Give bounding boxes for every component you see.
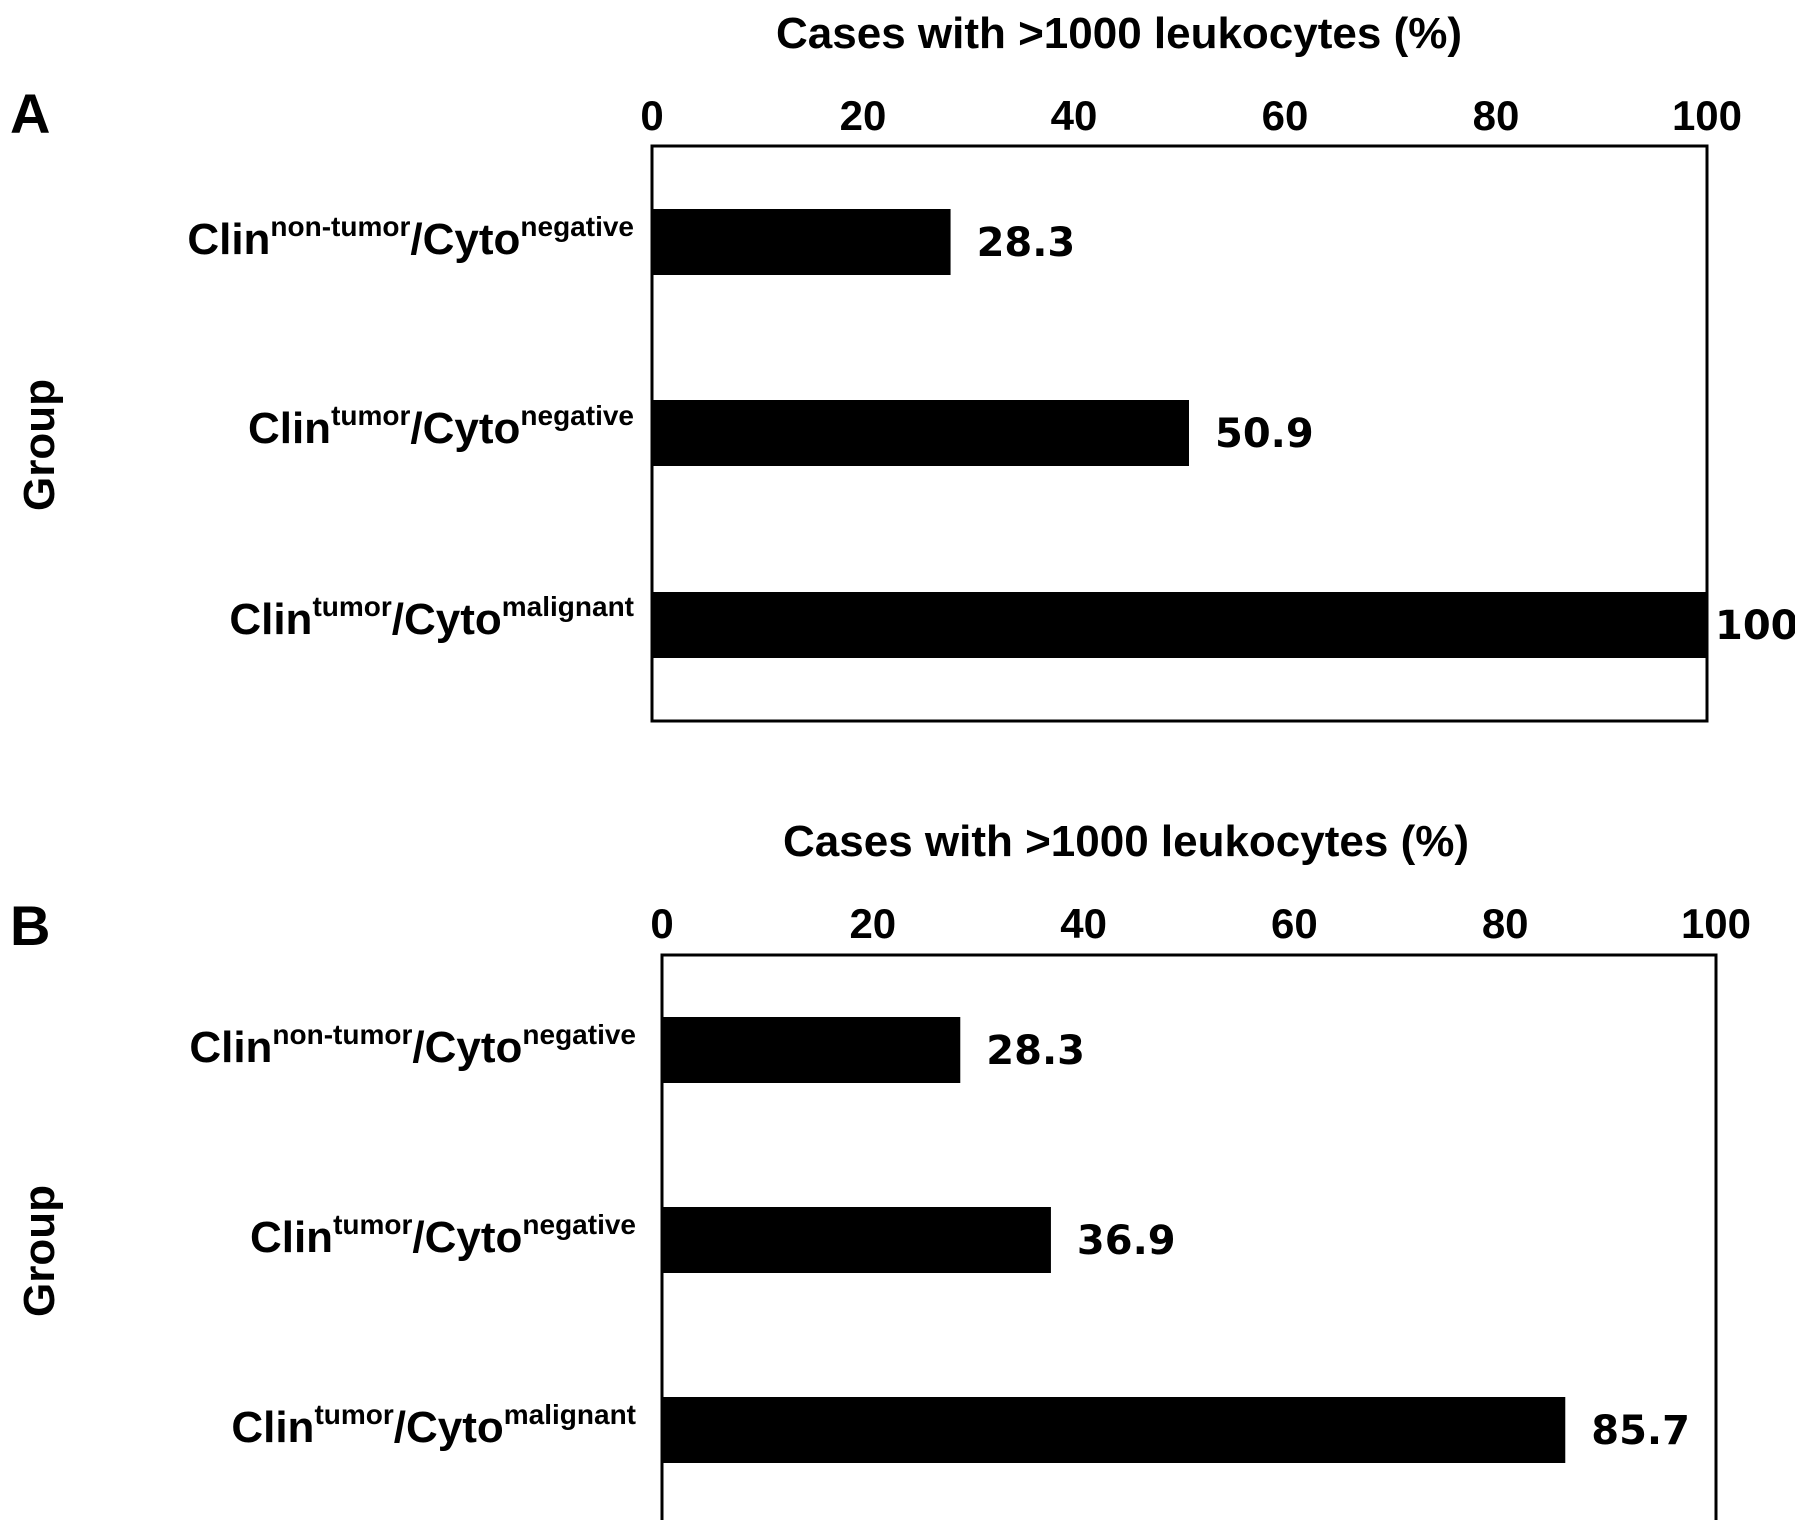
panel-letter-b: B xyxy=(10,894,51,957)
bar-b-1 xyxy=(662,1207,1051,1273)
plot-area-b: 0 20 40 60 80 100 28.3 36.9 85.7 xyxy=(650,900,1751,1520)
category-label-b-1: Clintumor/Cytonegative xyxy=(249,1209,636,1262)
x-axis-title-b: Cases with >1000 leukocytes (%) xyxy=(783,817,1469,866)
panel-letter-a: A xyxy=(10,82,51,145)
x-tick-label-b-1: 20 xyxy=(849,900,896,947)
bar-value-label-b-0: 28.3 xyxy=(986,1028,1085,1074)
bar-a-1 xyxy=(652,400,1189,466)
x-tick-label-a-0: 0 xyxy=(640,92,663,139)
x-tick-label-b-2: 40 xyxy=(1060,900,1107,947)
category-label-a-2: Clintumor/Cytomalignant xyxy=(229,591,634,644)
x-tick-label-b-0: 0 xyxy=(650,900,673,947)
x-tick-label-a-4: 80 xyxy=(1473,92,1520,139)
x-tick-label-a-3: 60 xyxy=(1262,92,1309,139)
x-tick-label-a-1: 20 xyxy=(840,92,887,139)
category-label-a-1: Clintumor/Cytonegative xyxy=(247,400,634,453)
chart-panel-a: A Cases with >1000 leukocytes (%) Group … xyxy=(0,0,1795,760)
x-axis-title-a: Cases with >1000 leukocytes (%) xyxy=(776,9,1462,58)
bar-a-2 xyxy=(652,592,1707,658)
bar-a-0 xyxy=(652,209,951,275)
bar-b-0 xyxy=(662,1017,961,1083)
x-tick-label-b-4: 80 xyxy=(1482,900,1529,947)
bar-value-label-a-0: 28.3 xyxy=(977,220,1076,266)
category-label-b-2: Clintumor/Cytomalignant xyxy=(231,1399,636,1452)
bar-value-label-b-1: 36.9 xyxy=(1077,1218,1176,1264)
bar-value-label-b-2: 85.7 xyxy=(1591,1408,1690,1454)
category-label-a-0: Clinnon-tumor/Cytonegative xyxy=(187,211,634,264)
category-label-b-0: Clinnon-tumor/Cytonegative xyxy=(189,1019,636,1072)
bar-value-label-a-2: 100 xyxy=(1715,603,1795,649)
x-tick-label-b-3: 60 xyxy=(1271,900,1318,947)
bar-value-label-a-1: 50.9 xyxy=(1215,411,1314,457)
x-tick-label-b-5: 100 xyxy=(1681,900,1751,947)
bar-b-2 xyxy=(662,1397,1566,1463)
x-tick-label-a-2: 40 xyxy=(1051,92,1098,139)
chart-panel-b: B Cases with >1000 leukocytes (%) Group … xyxy=(0,760,1795,1520)
plot-area-a: 0 20 40 60 80 100 28.3 50.9 100 xyxy=(640,92,1795,723)
x-tick-label-a-5: 100 xyxy=(1672,92,1742,139)
